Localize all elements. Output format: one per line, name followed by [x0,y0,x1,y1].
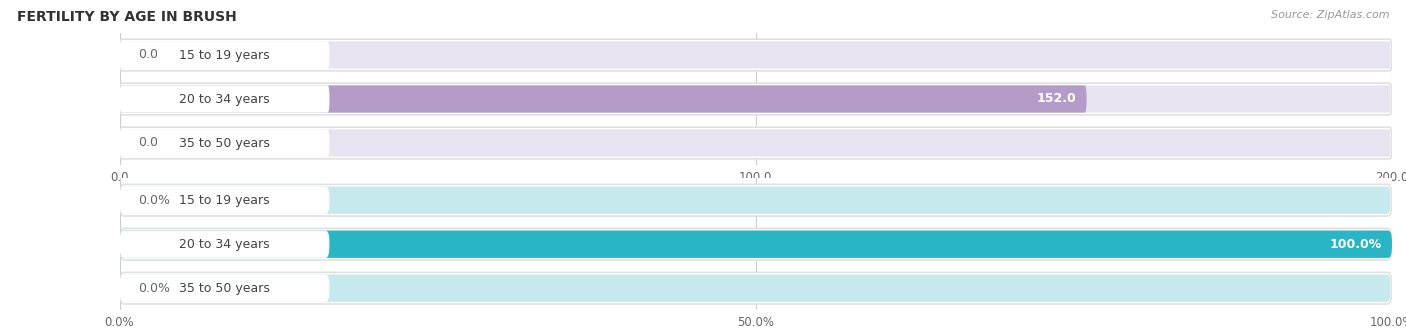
Text: 100.0%: 100.0% [1330,238,1382,251]
FancyBboxPatch shape [120,85,1087,113]
FancyBboxPatch shape [121,85,1391,113]
Text: 0.0%: 0.0% [139,282,170,295]
FancyBboxPatch shape [121,275,1391,302]
Text: 0.0: 0.0 [139,49,159,61]
FancyBboxPatch shape [120,231,329,258]
FancyBboxPatch shape [121,231,1391,258]
Text: 0.0%: 0.0% [139,194,170,207]
Text: 20 to 34 years: 20 to 34 years [179,238,270,251]
Text: 15 to 19 years: 15 to 19 years [179,194,270,207]
FancyBboxPatch shape [120,83,1392,115]
FancyBboxPatch shape [121,186,1391,214]
FancyBboxPatch shape [120,184,1392,216]
FancyBboxPatch shape [120,275,329,302]
Text: Source: ZipAtlas.com: Source: ZipAtlas.com [1271,10,1389,20]
Text: FERTILITY BY AGE IN BRUSH: FERTILITY BY AGE IN BRUSH [17,10,236,24]
Text: 35 to 50 years: 35 to 50 years [179,137,270,149]
FancyBboxPatch shape [121,41,1391,69]
FancyBboxPatch shape [120,127,1392,159]
FancyBboxPatch shape [120,231,1392,258]
Text: 35 to 50 years: 35 to 50 years [179,282,270,295]
FancyBboxPatch shape [121,129,1391,157]
Text: 20 to 34 years: 20 to 34 years [179,92,270,106]
FancyBboxPatch shape [120,85,329,113]
FancyBboxPatch shape [120,186,329,214]
FancyBboxPatch shape [120,129,329,157]
FancyBboxPatch shape [120,39,1392,71]
Text: 152.0: 152.0 [1036,92,1077,106]
FancyBboxPatch shape [120,272,1392,304]
Text: 0.0: 0.0 [139,137,159,149]
Text: 15 to 19 years: 15 to 19 years [179,49,270,61]
FancyBboxPatch shape [120,41,329,69]
FancyBboxPatch shape [120,228,1392,260]
